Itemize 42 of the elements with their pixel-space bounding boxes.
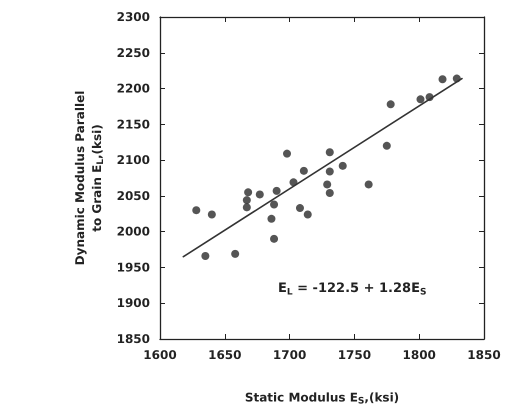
point — [256, 190, 264, 198]
point — [382, 142, 391, 150]
point — [326, 168, 334, 176]
y-tick-label: 2200 — [116, 82, 150, 96]
point — [192, 206, 200, 214]
point — [326, 189, 334, 198]
point — [326, 148, 334, 156]
point — [438, 75, 447, 84]
y-tick-label: 1900 — [116, 296, 150, 310]
y-tick-label: 2150 — [116, 117, 150, 132]
point — [208, 210, 216, 218]
x-tick-label: 1650 — [208, 348, 242, 362]
y-tick-label: 2100 — [116, 153, 150, 168]
x-tick-label: 1600 — [143, 348, 177, 362]
point — [267, 214, 276, 223]
point — [270, 234, 278, 243]
point — [323, 180, 332, 188]
point — [300, 166, 308, 175]
y-tick-label: 2000 — [116, 224, 150, 239]
point — [270, 200, 278, 208]
point — [364, 180, 373, 188]
y-tick-label: 1950 — [116, 260, 150, 274]
point — [386, 100, 395, 108]
point — [201, 252, 210, 260]
x-tick-label: 1750 — [338, 348, 372, 362]
point — [242, 196, 251, 204]
y-tick-label: 2250 — [116, 46, 150, 60]
x-tick-label: 1700 — [272, 348, 306, 362]
point — [231, 250, 240, 258]
y-tick-label: 2050 — [116, 188, 150, 203]
x-tick-label: 1850 — [467, 348, 501, 362]
x-tick-label: 1800 — [402, 348, 436, 362]
y-tick-label: 2300 — [116, 10, 150, 24]
point — [283, 150, 292, 158]
y-tick-label: 1850 — [116, 332, 150, 346]
point — [296, 204, 304, 212]
point — [272, 186, 281, 195]
point — [242, 203, 251, 212]
point — [304, 210, 312, 218]
point — [416, 95, 424, 104]
point — [338, 162, 347, 170]
point — [244, 188, 252, 196]
